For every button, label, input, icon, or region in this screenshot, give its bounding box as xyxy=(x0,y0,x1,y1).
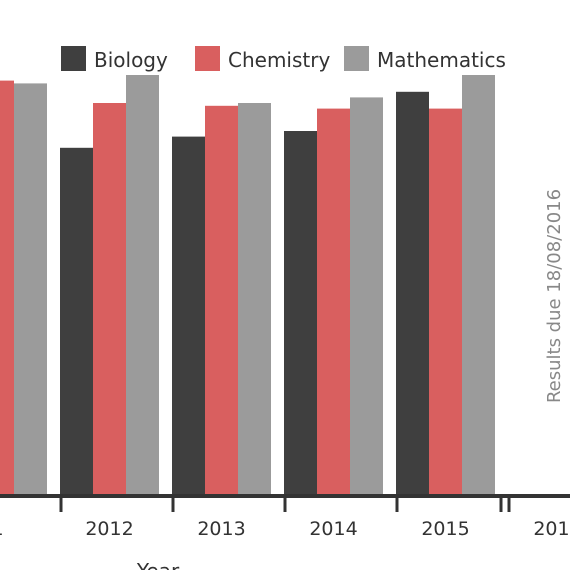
legend-swatch-mathematics xyxy=(344,46,369,71)
legend-item-mathematics[interactable]: Mathematics xyxy=(344,46,506,72)
bar-biology-2013[interactable] xyxy=(172,136,205,495)
legend-label-biology: Biology xyxy=(94,48,168,72)
bar-mathematics-2011[interactable] xyxy=(14,83,47,496)
bar-chemistry-2012[interactable] xyxy=(93,103,126,495)
legend-item-chemistry[interactable]: Chemistry xyxy=(195,46,330,72)
bar-mathematics-2015[interactable] xyxy=(462,75,495,495)
bar-biology-2014[interactable] xyxy=(284,131,317,495)
legend-swatch-biology xyxy=(61,46,86,71)
bar-biology-2015[interactable] xyxy=(396,91,429,496)
bar-biology-2012[interactable] xyxy=(60,147,93,496)
x-tick-label-2012: 2012 xyxy=(85,518,133,540)
legend-label-mathematics: Mathematics xyxy=(377,48,506,72)
x-tick-label-2015: 2015 xyxy=(421,518,469,540)
bar-chemistry-2013[interactable] xyxy=(205,105,238,496)
x-tick-label-2016: 2016 xyxy=(533,518,570,540)
bar-chemistry-2015[interactable] xyxy=(429,108,462,495)
legend-label-chemistry: Chemistry xyxy=(228,48,330,72)
legend-item-biology[interactable]: Biology xyxy=(61,46,168,72)
bars-layer xyxy=(0,75,495,496)
results-annotation: Results due 18/08/2016 xyxy=(544,189,565,403)
bar-mathematics-2014[interactable] xyxy=(350,97,383,496)
bar-chemistry-2011[interactable] xyxy=(0,80,14,495)
x-tick-label-2011: 1 xyxy=(0,518,4,540)
bar-mathematics-2013[interactable] xyxy=(238,103,271,495)
legend-swatch-chemistry xyxy=(195,46,220,71)
x-axis: 1 2012 2013 2014 2015 2016 xyxy=(0,494,570,540)
x-axis-title: Year xyxy=(136,559,180,570)
bar-mathematics-2012[interactable] xyxy=(126,75,159,495)
x-tick-label-2014: 2014 xyxy=(309,518,357,540)
bar-chemistry-2014[interactable] xyxy=(317,108,350,495)
legend[interactable]: Biology Chemistry Mathematics xyxy=(61,46,506,72)
x-tick-label-2013: 2013 xyxy=(197,518,245,540)
